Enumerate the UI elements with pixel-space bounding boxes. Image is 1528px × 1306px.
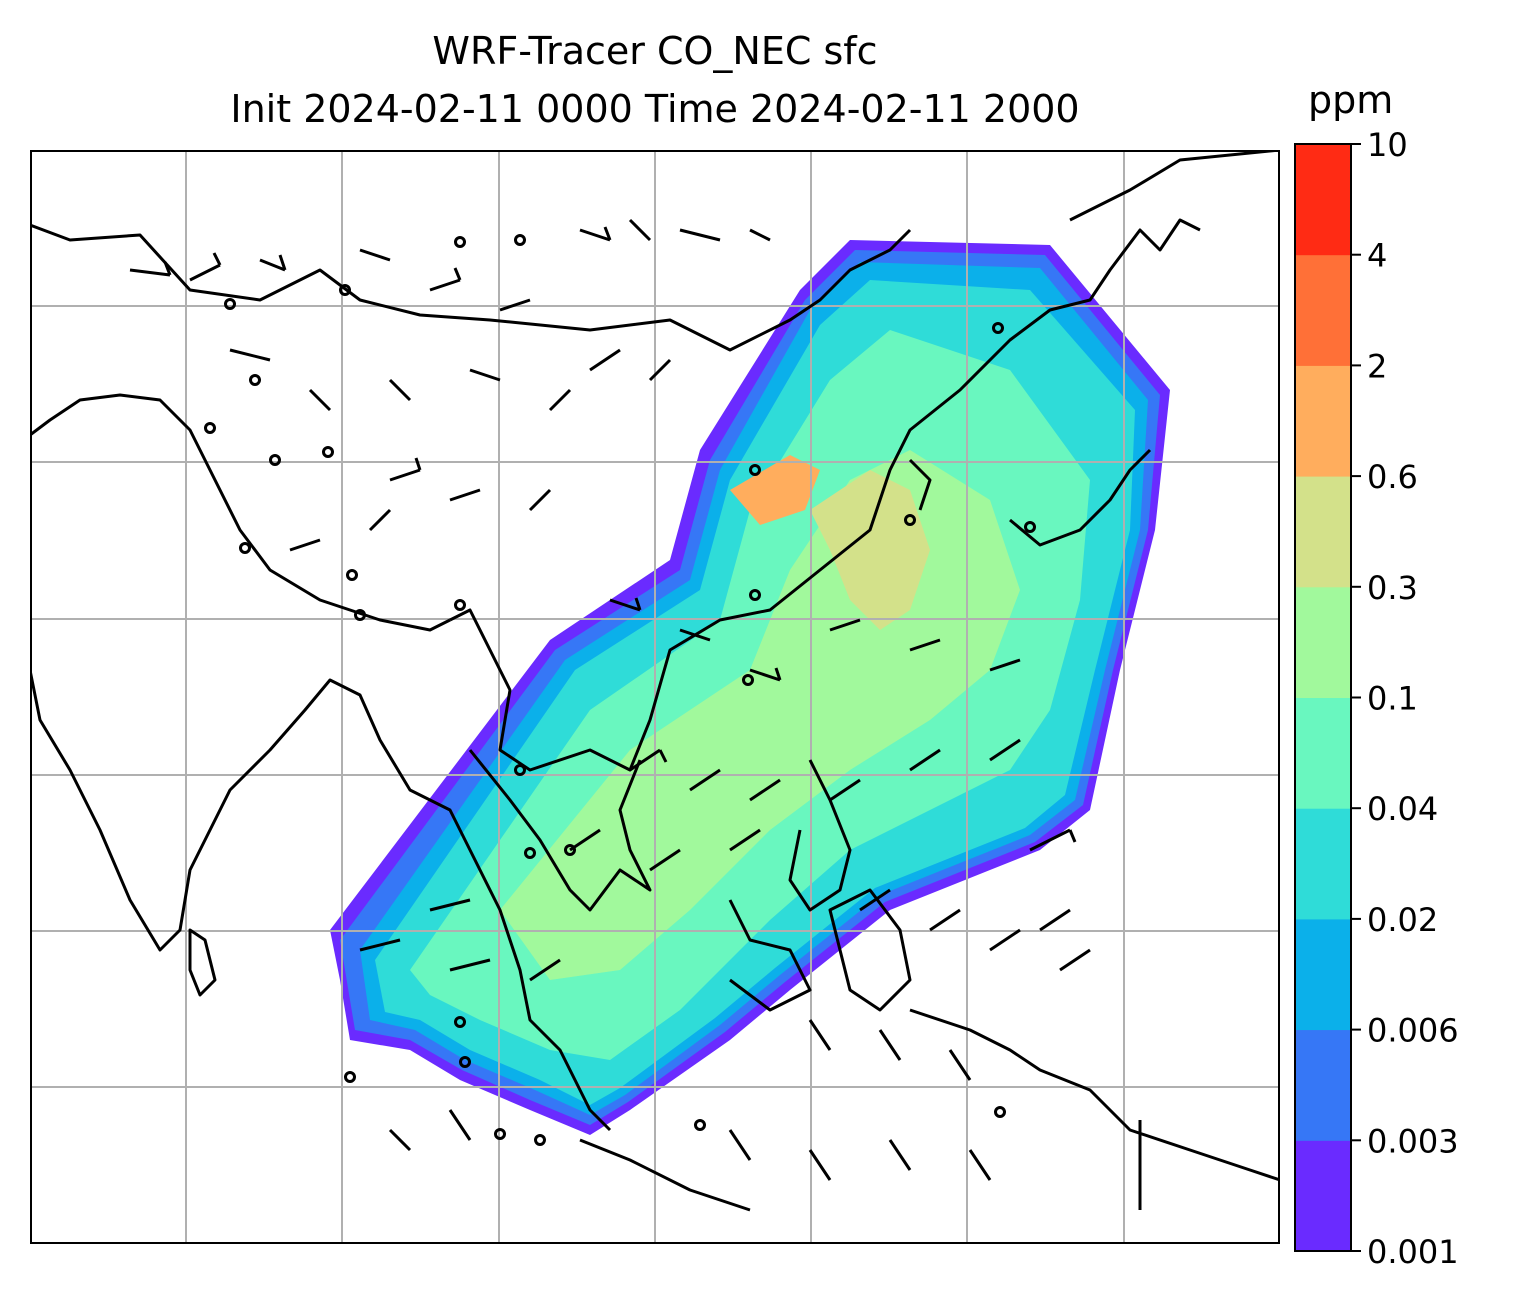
map-title: WRF-Tracer CO_NEC sfc: [432, 29, 878, 73]
map-frame: [30, 150, 1280, 1244]
coastlines: [30, 150, 1280, 1212]
map-subtitle: Init 2024-02-11 0000 Time 2024-02-11 200…: [230, 87, 1080, 131]
colorbar-tick-label: 0.02: [1367, 901, 1438, 939]
colorbar-segment: [1295, 1029, 1351, 1141]
tracer-level-0.3: [810, 470, 930, 630]
colorbar-tick-label: 0.3: [1367, 569, 1418, 607]
colorbar-tick-label: 0.006: [1367, 1012, 1459, 1050]
calm-wind-markers: [204, 234, 1036, 1146]
colorbar-segment: [1295, 254, 1351, 366]
colorbar-segment: [1295, 476, 1351, 588]
colorbar-tick-label: 4: [1367, 237, 1387, 275]
colorbar-segment: [1295, 918, 1351, 1031]
colorbar-segments: [1295, 144, 1351, 1252]
co-tracer-field: [330, 240, 1170, 1135]
colorbar-segment: [1295, 144, 1351, 256]
colorbar-tick-label: 0.04: [1367, 790, 1438, 828]
colorbar-tick-label: 10: [1367, 126, 1408, 164]
gridlines: [30, 150, 1280, 1244]
colorbar-segment: [1295, 586, 1351, 698]
colorbar-tick-label: 0.6: [1367, 458, 1418, 496]
colorbar: 0.001 0.003 0.006 0.02 0.04 0.1 0.3 0.6 2 4 10: [1294, 126, 1459, 1271]
colorbar-tick-label: 0.001: [1367, 1233, 1459, 1271]
colorbar-ticks: 0.001 0.003 0.006 0.02 0.04 0.1 0.3 0.6 2 4 10: [1351, 126, 1459, 1271]
colorbar-segment: [1295, 697, 1351, 809]
colorbar-segment: [1295, 1140, 1351, 1252]
colorbar-segment: [1295, 365, 1351, 477]
wind-barbs: [129, 218, 1091, 1181]
colorbar-segment: [1295, 808, 1351, 920]
tracer-level-0.6: [730, 455, 820, 525]
colorbar-tick-label: 0.1: [1367, 680, 1418, 718]
colorbar-tick-label: 2: [1367, 347, 1387, 385]
colorbar-tick-label: 0.003: [1367, 1122, 1459, 1160]
colorbar-unit: ppm: [1308, 78, 1394, 122]
map-panel: [30, 150, 1280, 1244]
